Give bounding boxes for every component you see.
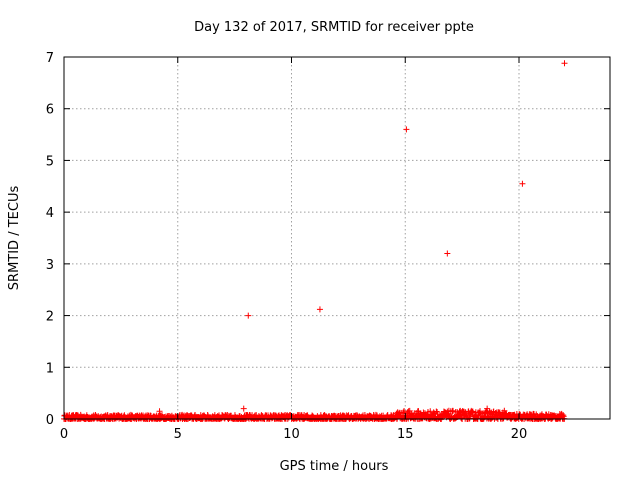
data-point <box>427 408 434 415</box>
axes: 0 5 10 15 20 0 1 2 3 4 5 6 7 <box>46 51 611 442</box>
x-tick-label: 5 <box>174 427 182 442</box>
y-axis-label: SRMTID / TECUs <box>7 186 22 291</box>
data-point-outlier <box>316 306 323 313</box>
data-point-outlier <box>444 250 451 257</box>
y-tick-label: 3 <box>46 258 54 273</box>
x-tick-label: 15 <box>397 427 414 442</box>
data-point-outlier <box>519 180 526 187</box>
y-tick-label: 4 <box>46 206 54 221</box>
plot-frame <box>63 56 611 420</box>
y-tick-label: 7 <box>46 51 54 66</box>
y-tick-label: 5 <box>46 154 54 169</box>
x-tick-label: 0 <box>60 427 68 442</box>
x-tick-label: 20 <box>511 427 528 442</box>
x-axis-label: GPS time / hours <box>280 459 389 474</box>
y-tick-label: 1 <box>46 361 54 376</box>
data-point-outlier <box>245 312 252 319</box>
data-point <box>450 407 457 414</box>
y-tick-label: 0 <box>46 413 54 428</box>
data-point-outlier <box>561 60 568 67</box>
data-point <box>483 408 490 415</box>
y-tick-label: 2 <box>46 310 54 325</box>
data-point-outlier <box>156 408 163 415</box>
data-point-outlier <box>240 405 247 412</box>
chart-title: Day 132 of 2017, SRMTID for receiver ppt… <box>194 20 474 35</box>
data-point-outlier <box>484 405 491 412</box>
x-tick-label: 10 <box>283 427 300 442</box>
data-point-outlier <box>403 126 410 133</box>
y-tick-label: 6 <box>46 103 54 118</box>
grid-lines <box>64 57 610 419</box>
data-point <box>477 408 484 415</box>
